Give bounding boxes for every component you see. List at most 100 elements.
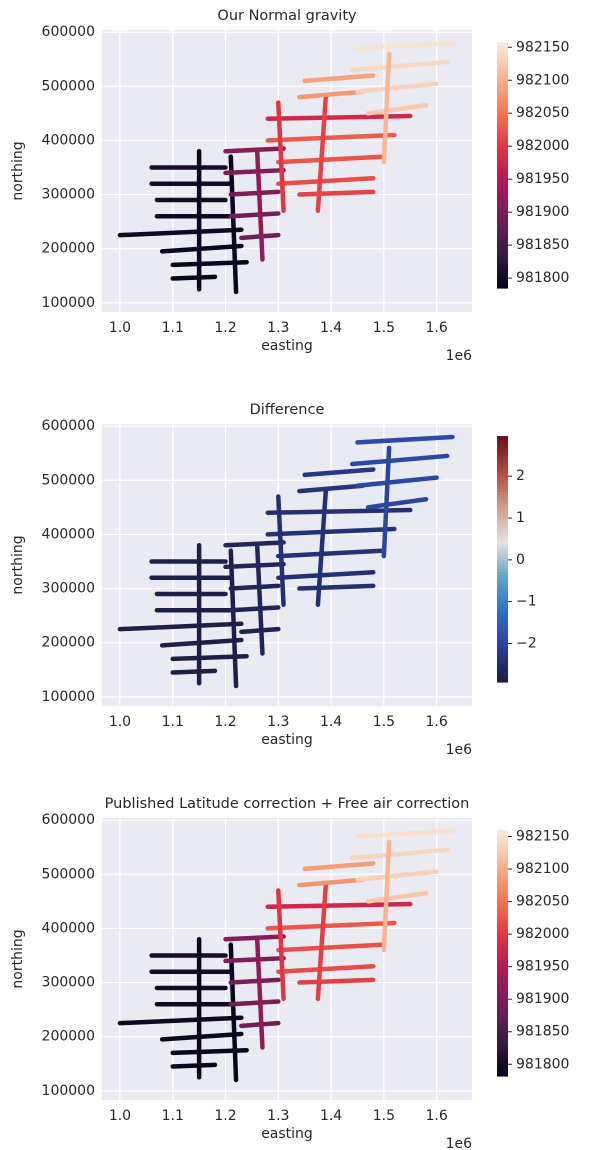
survey-line (265, 113, 413, 122)
colorbar-cell (497, 977, 508, 982)
y-tick-label: 400000 (42, 132, 95, 148)
colorbar-tick-label: 1 (516, 510, 525, 526)
colorbar-cell (497, 251, 508, 255)
y-tick-label: 600000 (42, 812, 95, 828)
colorbar-cell (497, 525, 508, 529)
colorbar-cell (497, 78, 508, 83)
colorbar-cell (497, 1029, 508, 1034)
survey-line (355, 81, 439, 94)
colorbar-cell (497, 51, 508, 55)
x-tick-label: 1.3 (267, 320, 289, 336)
chart-title: Published Latitude correction + Free air… (105, 796, 470, 812)
colorbar-tick-label: 982100 (516, 72, 569, 88)
colorbar-cell (497, 857, 508, 862)
colorbar-cell (497, 605, 508, 609)
survey-line (223, 540, 286, 548)
chart-title: Difference (250, 402, 325, 418)
colorbar-cell (497, 882, 508, 886)
colorbar-tick-label: 981900 (516, 204, 569, 220)
colorbar-tick-label: 981950 (516, 959, 569, 975)
colorbar-cell (497, 100, 508, 105)
colorbar-cell (497, 602, 508, 606)
colorbar-cell (497, 940, 508, 945)
colorbar-cell (497, 281, 508, 286)
survey-line (228, 189, 281, 197)
colorbar-cell (497, 869, 508, 874)
survey-line (265, 920, 397, 931)
survey-line (228, 942, 239, 1083)
colorbar-cell (497, 241, 508, 246)
colorbar-cell (497, 254, 508, 258)
survey-line (276, 570, 376, 580)
colorbar-cell (497, 919, 508, 923)
x-tick-label: 1.0 (109, 320, 131, 336)
colorbar-cell (497, 48, 508, 52)
colorbar-cell (497, 580, 508, 585)
colorbar-cell (497, 1023, 508, 1028)
colorbar-cell (497, 962, 508, 966)
colorbar-cell (497, 466, 508, 471)
colorbar-cell (497, 1054, 508, 1059)
colorbar-cell (497, 592, 508, 597)
y-tick-label: 300000 (42, 187, 95, 203)
colorbar-cell (497, 174, 508, 178)
survey-line (170, 668, 218, 675)
colorbar-cell (497, 134, 508, 138)
colorbar-cell (497, 168, 508, 172)
survey-line (276, 154, 387, 165)
colorbar-cell (497, 531, 508, 535)
colorbar-cell (497, 503, 508, 508)
colorbar-cell (497, 436, 508, 440)
colorbar-cell (497, 617, 508, 622)
colorbar-cell (497, 851, 508, 856)
colorbar-cell (497, 552, 508, 557)
colorbar-cell (497, 1032, 508, 1037)
colorbar-cell (497, 519, 508, 523)
x-tick-label: 1.5 (373, 714, 395, 730)
survey-line (170, 274, 218, 281)
colorbar-cell (497, 1048, 508, 1052)
survey-line (355, 828, 455, 839)
colorbar-cell (497, 666, 508, 671)
survey-line (297, 977, 376, 985)
chart-title: Our Normal gravity (217, 8, 357, 24)
colorbar-cell (497, 1045, 508, 1049)
survey-line (223, 934, 286, 942)
colorbar-cell (497, 873, 508, 877)
survey-line (276, 176, 376, 186)
colorbar-cell (497, 454, 508, 459)
colorbar-cell (497, 195, 508, 200)
colorbar-tick-label: 981900 (516, 991, 569, 1007)
survey-line (159, 1031, 244, 1042)
colorbar-cell (497, 208, 508, 212)
colorbar-cell (497, 989, 508, 994)
colorbar-cell (497, 934, 508, 939)
x-tick-label: 1.4 (320, 714, 342, 730)
y-tick-label: 200000 (42, 241, 95, 257)
survey-line (315, 488, 329, 608)
colorbar-cell (497, 1039, 508, 1043)
colorbar-cell (497, 949, 508, 954)
colorbar-cell (497, 488, 508, 492)
survey-line (159, 243, 244, 254)
colorbar-cell (497, 472, 508, 477)
colorbar-tick-label: 982100 (516, 861, 569, 877)
colorbar-cell (497, 595, 508, 600)
colorbar-cell (497, 260, 508, 264)
colorbar-cell (497, 97, 508, 102)
colorbar-cell (497, 125, 508, 129)
colorbar-tick-label: −1 (516, 594, 537, 610)
colorbar-cell (497, 112, 508, 117)
colorbar-cell (497, 88, 508, 92)
colorbar-cell (497, 888, 508, 893)
colorbar-cell (497, 543, 508, 548)
colorbar-cell (497, 158, 508, 163)
colorbar-cell (497, 214, 508, 218)
colorbar-cell (497, 63, 508, 68)
colorbar-cell (497, 571, 508, 575)
colorbar-cell (497, 611, 508, 615)
colorbar-cell (497, 996, 508, 1000)
survey-line (355, 434, 455, 445)
colorbar-cell (497, 632, 508, 637)
colorbar-cell (497, 1017, 508, 1022)
